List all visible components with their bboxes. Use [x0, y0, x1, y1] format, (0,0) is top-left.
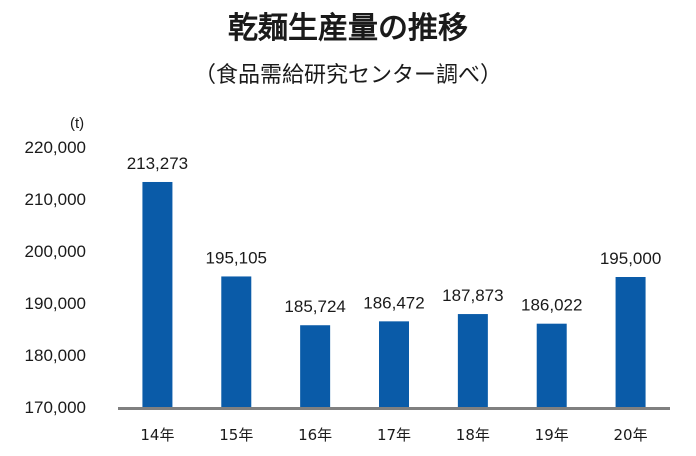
x-tick-label: 17年 — [377, 426, 411, 444]
data-label: 186,472 — [363, 293, 424, 312]
y-tick-label: 170,000 — [25, 398, 86, 417]
bar — [615, 277, 646, 407]
y-tick-label: 190,000 — [25, 294, 86, 313]
data-label: 195,000 — [600, 249, 661, 268]
y-tick-label: 180,000 — [25, 346, 86, 365]
data-label: 213,273 — [127, 154, 188, 173]
x-tick-label: 16年 — [298, 426, 332, 444]
bars-group — [142, 181, 646, 407]
bar — [221, 276, 252, 407]
x-axis-ticks: 14年 15年 16年 17年 18年 19年 20年 — [140, 426, 647, 444]
x-tick-label: 20年 — [614, 426, 648, 444]
data-label: 187,873 — [442, 286, 503, 305]
data-labels-group: 213,273 195,105 185,724 186,472 187,873 186,0… — [127, 154, 662, 316]
chart-subtitle: （食品需給研究センター調べ） — [194, 63, 502, 88]
chart-title: 乾麺生産量の推移 — [228, 11, 468, 46]
bar — [142, 181, 173, 407]
y-axis-ticks: 170,000 180,000 190,000 200,000 210,000 220,0… — [25, 138, 86, 417]
data-label: 195,105 — [206, 248, 267, 267]
data-label: 185,724 — [284, 297, 345, 316]
bar — [536, 323, 567, 407]
y-tick-label: 210,000 — [25, 190, 86, 209]
bar — [300, 325, 331, 407]
data-label: 186,022 — [521, 296, 582, 315]
y-tick-label: 220,000 — [25, 138, 86, 157]
x-tick-label: 19年 — [535, 426, 569, 444]
y-tick-label: 200,000 — [25, 242, 86, 261]
bar — [457, 314, 488, 407]
x-tick-label: 14年 — [140, 426, 174, 444]
x-tick-label: 15年 — [219, 426, 253, 444]
x-tick-label: 18年 — [456, 426, 490, 444]
y-axis-unit-label: (t) — [70, 115, 84, 132]
bar — [379, 321, 409, 407]
